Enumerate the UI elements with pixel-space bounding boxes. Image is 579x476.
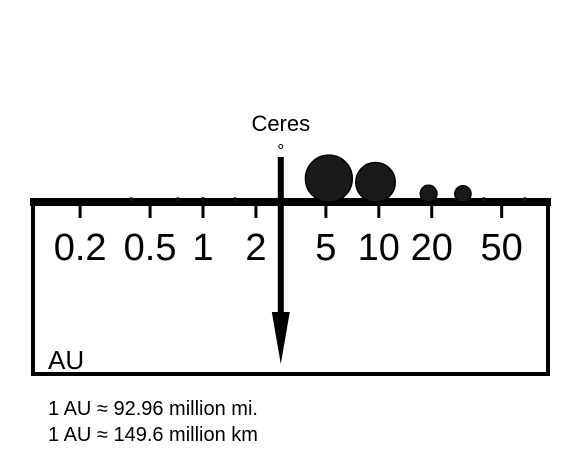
tick-label: 0.2 bbox=[54, 227, 107, 269]
conversion-miles: 1 AU ≈ 92.96 million mi. bbox=[48, 398, 258, 420]
planet-marker bbox=[232, 197, 238, 203]
tick-label: 0.5 bbox=[124, 227, 177, 269]
planet-marker bbox=[355, 161, 397, 203]
ceres-arrow-head bbox=[271, 312, 290, 364]
planet-marker bbox=[175, 197, 181, 203]
tick-label: 1 bbox=[192, 227, 213, 269]
tick-label: 5 bbox=[315, 227, 336, 269]
planet-marker bbox=[128, 197, 134, 203]
tick-label: 2 bbox=[245, 227, 266, 269]
tick-group: 0.2 0.5 1 2 5 10 20 50 bbox=[54, 206, 523, 269]
ceres-pointer: Ceres bbox=[251, 111, 310, 364]
tick-label: 20 bbox=[411, 227, 453, 269]
scale-frame bbox=[31, 200, 550, 376]
planet-marker bbox=[480, 197, 487, 203]
planet-marker bbox=[304, 154, 354, 203]
planet-marker bbox=[522, 197, 528, 203]
planet-marker bbox=[200, 197, 206, 203]
unit-label: AU bbox=[48, 345, 84, 375]
tick-label: 50 bbox=[481, 227, 523, 269]
tick-label: 10 bbox=[358, 227, 400, 269]
ceres-marker bbox=[278, 144, 284, 149]
planet-marker bbox=[419, 184, 438, 203]
planet-marker bbox=[454, 185, 472, 203]
conversion-km: 1 AU ≈ 149.6 million km bbox=[48, 424, 258, 446]
planet-markers bbox=[128, 154, 528, 203]
ceres-label: Ceres bbox=[251, 111, 310, 136]
